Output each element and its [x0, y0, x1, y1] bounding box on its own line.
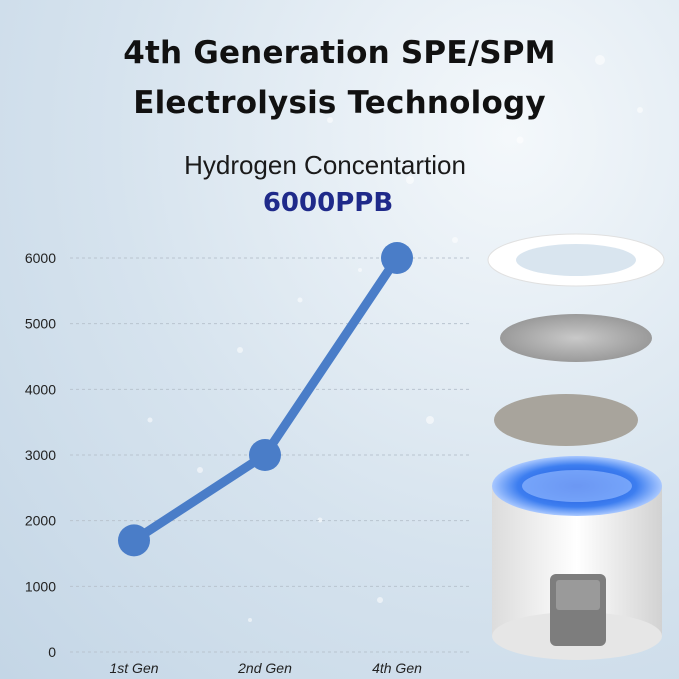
water-bubbles-decoration [147, 55, 643, 622]
y-tick-label: 4000 [25, 381, 56, 397]
membrane-disc [494, 394, 638, 446]
data-point [381, 242, 413, 274]
y-tick-label: 2000 [25, 513, 56, 529]
title-line-1: 4th Generation SPE/SPM [123, 35, 556, 71]
mesh-disc [500, 314, 652, 362]
subtitle: Hydrogen Concentartion [184, 150, 466, 180]
x-tick-label: 2nd Gen [237, 660, 292, 676]
title-line-2: Electrolysis Technology [133, 85, 546, 121]
x-tick-label: 1st Gen [109, 660, 158, 676]
y-tick-label: 0 [48, 644, 56, 660]
electrolysis-cell-exploded-icon [487, 233, 665, 660]
data-point [118, 524, 150, 557]
x-tick-label: 4th Gen [372, 660, 422, 676]
y-tick-label: 1000 [25, 578, 56, 594]
page-title: 4th Generation SPE/SPM Electrolysis Tech… [0, 28, 679, 128]
chart-gridlines [70, 257, 470, 653]
highlight-value: 6000PPB [262, 188, 394, 218]
data-point [249, 439, 281, 471]
x-axis-categories: 1st Gen 2nd Gen 4th Gen [109, 660, 422, 676]
series-line [118, 242, 413, 557]
y-axis-ticks: 0 1000 2000 3000 4000 5000 6000 [25, 250, 56, 660]
y-tick-label: 6000 [25, 250, 56, 266]
y-tick-label: 3000 [25, 447, 56, 463]
y-tick-label: 5000 [25, 316, 56, 332]
series-line-path [129, 253, 402, 545]
